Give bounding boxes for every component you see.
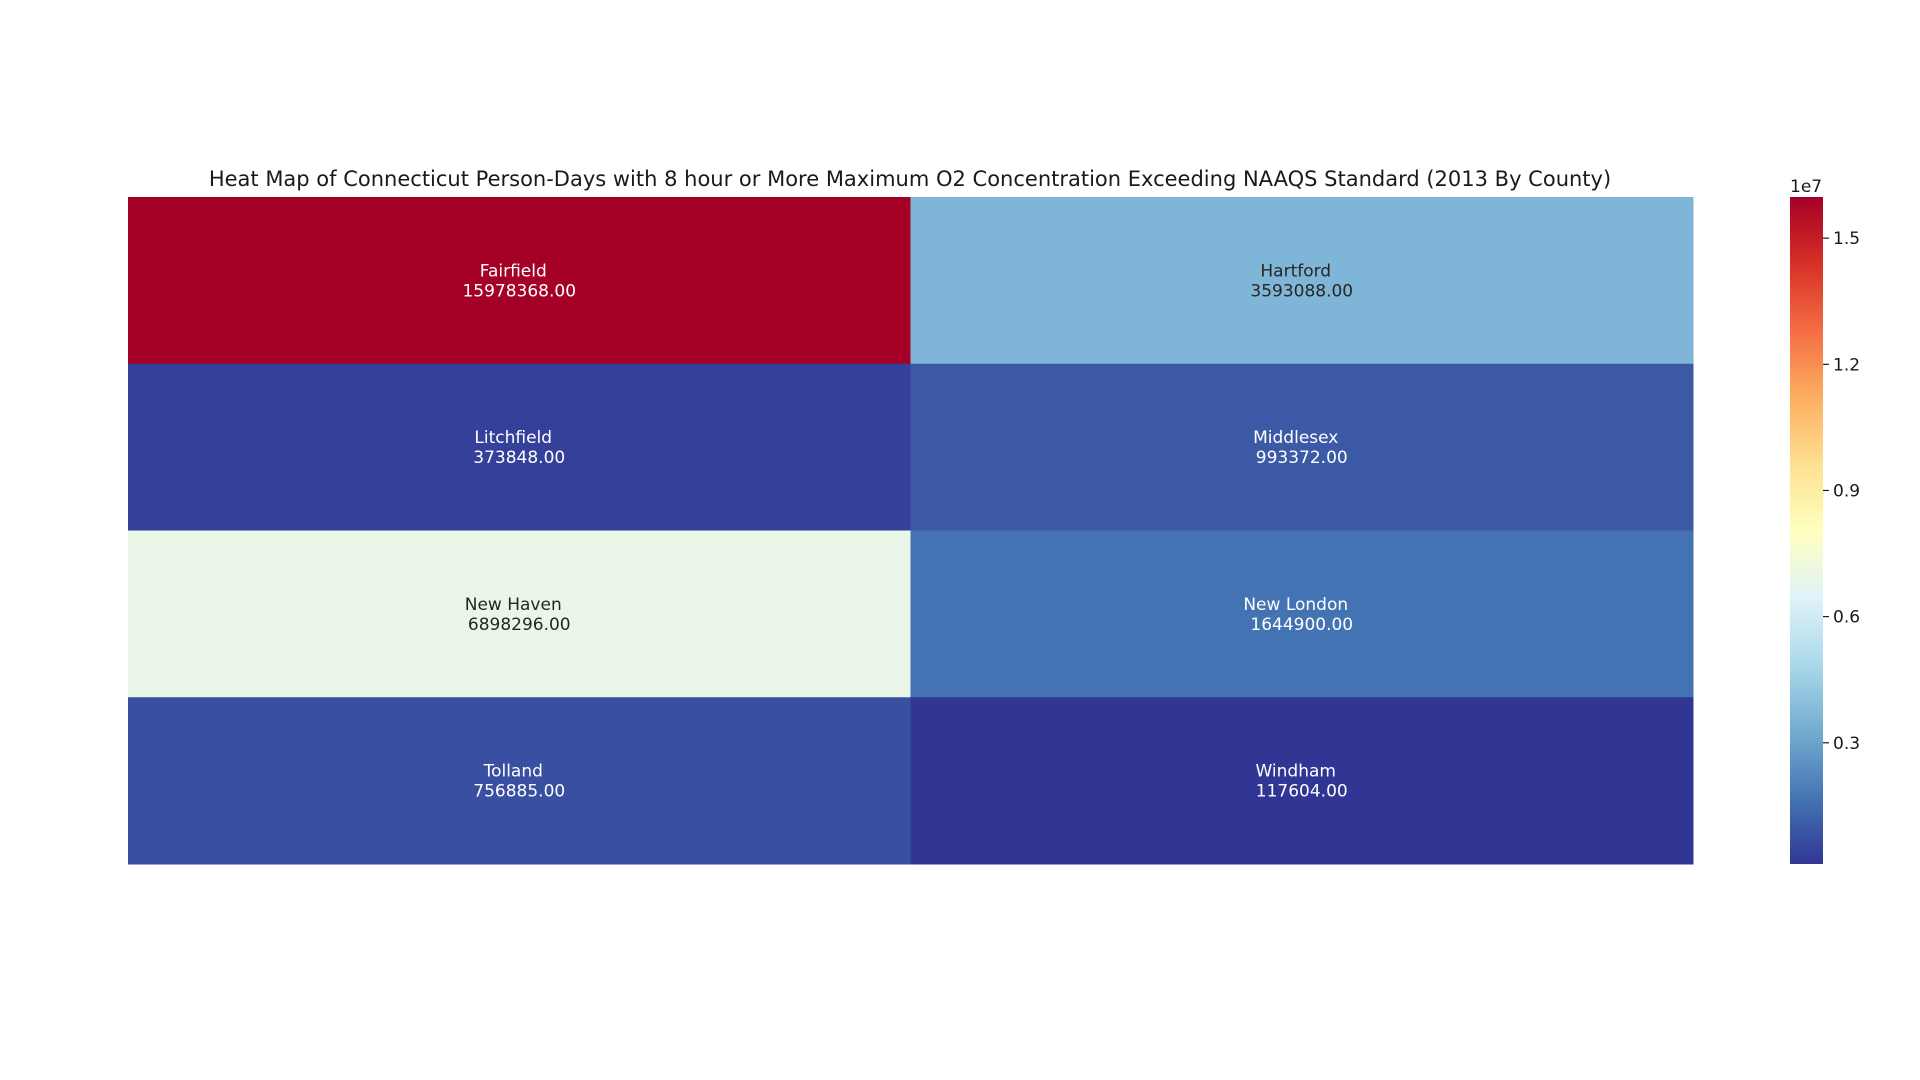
cell-label: New London xyxy=(1243,595,1348,615)
cell-label: Litchfield xyxy=(474,428,552,448)
cell-value: 993372.00 xyxy=(1256,448,1348,468)
colorbar-tick-label: 1.2 xyxy=(1833,355,1860,375)
heatmap-cell xyxy=(910,363,1694,531)
colorbar-ticks: 0.3 0.6 0.9 1.2 1.5 xyxy=(1823,229,1860,754)
cell-value: 6898296.00 xyxy=(468,615,571,635)
colorbar-tick-label: 0.6 xyxy=(1833,608,1860,628)
cell-label: Hartford xyxy=(1260,261,1331,281)
colorbar-tick-label: 0.9 xyxy=(1833,481,1860,501)
colorbar-tick-label: 1.5 xyxy=(1833,229,1860,249)
heatmap-cell xyxy=(910,697,1694,865)
cell-label: Windham xyxy=(1256,762,1336,782)
heatmap-cell xyxy=(910,197,1694,365)
heatmap-cell xyxy=(128,530,911,698)
cell-label: New Haven xyxy=(465,595,562,615)
chart-title: Heat Map of Connecticut Person-Days with… xyxy=(209,167,1611,191)
cell-value: 15978368.00 xyxy=(462,281,576,301)
colorbar-offset-label: 1e7 xyxy=(1790,177,1822,197)
heatmap-cell xyxy=(128,363,911,531)
cell-value: 373848.00 xyxy=(473,448,565,468)
cell-label: Middlesex xyxy=(1253,428,1338,448)
heatmap-cell xyxy=(128,197,911,365)
heatmap-cell xyxy=(128,697,911,865)
colorbar-tick-label: 0.3 xyxy=(1833,734,1860,754)
heatmap-cell xyxy=(910,530,1694,698)
cell-label: Tolland xyxy=(483,762,543,782)
colorbar: 1e7 0.3 0.6 0.9 1.2 1.5 xyxy=(1790,177,1860,864)
cell-value: 3593088.00 xyxy=(1250,281,1353,301)
colorbar-gradient xyxy=(1790,197,1823,864)
cell-label: Fairfield xyxy=(480,261,547,281)
cell-value: 117604.00 xyxy=(1256,782,1348,802)
cell-value: 756885.00 xyxy=(473,782,565,802)
cell-value: 1644900.00 xyxy=(1250,615,1353,635)
